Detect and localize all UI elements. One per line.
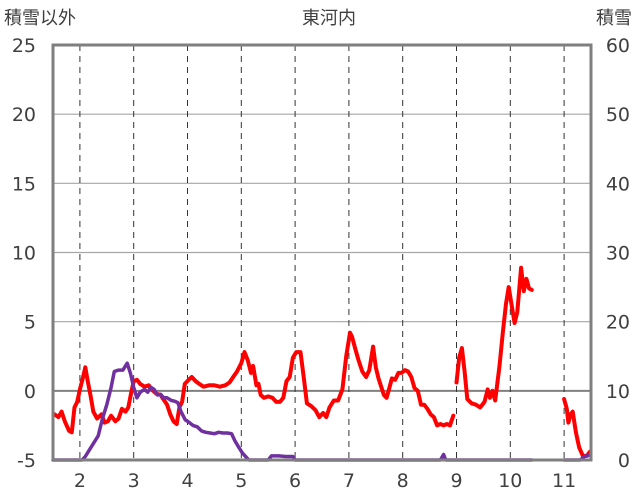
series-1-line-segment-3 (562, 397, 592, 458)
x-tick-label: 8 (397, 470, 409, 492)
right-y-tick-label: 20 (606, 312, 630, 334)
left-y-tick-label: 25 (12, 35, 36, 57)
right-y-tick-label: 10 (606, 381, 630, 403)
series-1-line-segment-2 (454, 265, 534, 410)
left-y-tick-label: 0 (24, 381, 36, 403)
x-tick-label: 6 (289, 470, 301, 492)
x-tick-label: 10 (498, 470, 522, 492)
series-1-line-segment-1 (52, 330, 456, 435)
right-y-tick-label: 50 (606, 104, 630, 126)
x-tick-label: 5 (235, 470, 247, 492)
axis-layer: -5 0 5 10 15 20 25 0 10 20 30 40 50 60 2 3 4 5 6 7 8 9 10 11 (12, 35, 630, 492)
right-y-tick-label: 40 (606, 173, 630, 195)
left-y-tick-label: 20 (12, 104, 36, 126)
x-tick-label: 3 (128, 470, 140, 492)
left-y-tick-label: 15 (12, 173, 36, 195)
x-tick-label: 2 (74, 470, 86, 492)
gridlines (53, 45, 591, 460)
right-axis-label: 積雪 (596, 8, 632, 29)
chart-title: 東河内 (302, 8, 356, 29)
right-y-tick-label: 0 (618, 450, 630, 472)
left-y-tick-label: -5 (17, 450, 36, 472)
right-y-tick-label: 60 (606, 35, 630, 57)
left-y-tick-label: 5 (24, 312, 36, 334)
x-tick-label: 11 (552, 470, 576, 492)
x-tick-label: 4 (181, 470, 193, 492)
plot-area-frame (51, 43, 593, 462)
right-y-tick-label: 30 (606, 243, 630, 265)
x-tick-label: 9 (450, 470, 462, 492)
x-tick-label: 7 (343, 470, 355, 492)
left-axis-label: 積雪以外 (4, 8, 76, 29)
left-y-tick-label: 10 (12, 243, 36, 265)
